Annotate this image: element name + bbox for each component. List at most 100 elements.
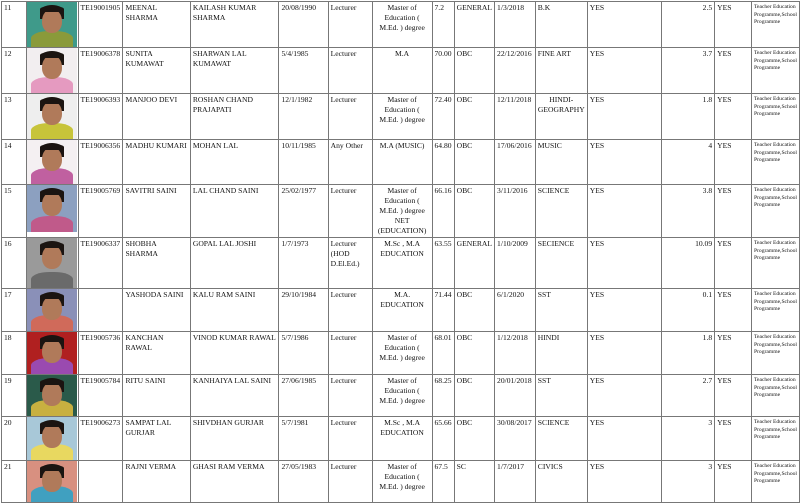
eligibility-status: YES [586,331,663,375]
programme: Teacher Education Programme,School Progr… [750,460,800,503]
programme: Teacher Education Programme,School Progr… [750,237,800,289]
teacher-id: TE19005784 [77,374,124,417]
qualification: Master of Education ( M.Ed. ) degree [371,1,433,48]
eligibility-status: YES [586,93,663,140]
designation: Lecturer [327,374,373,417]
experience-years: 1.8 [675,331,716,375]
photo-cell [25,47,79,94]
serial-number: 14 [1,139,27,185]
staff-photo [27,2,78,47]
eligibility-status: YES [586,184,663,238]
programme: Teacher Education Programme,School Progr… [750,374,800,417]
date-of-birth: 5/7/1986 [278,331,329,375]
designation: Lecturer [327,47,373,94]
father-name: LAL CHAND SAINI [189,184,280,238]
qualification: M.A. EDUCATION [371,288,433,332]
serial-number: 12 [1,47,27,94]
staff-photo [27,461,78,502]
joining-date: 20/01/2018 [494,374,536,417]
spacer [661,374,676,417]
category: OBC [453,288,496,332]
experience-years: 4 [675,139,716,185]
percentage: 68.25 [431,374,455,417]
father-name: MOHAN LAL [189,139,280,185]
designation: Any Other [327,139,373,185]
percentage: 66.16 [431,184,455,238]
designation: Lecturer [327,331,373,375]
experience-years: 3.8 [675,184,716,238]
table-row: 18 TE19005736 KANCHAN RAWAL VINOD KUMAR RAW… [1,331,800,375]
approval-status: YES [714,139,752,185]
teacher-name: SUNITA KUMAWAT [122,47,191,94]
teacher-name: SAVITRI SAINI [122,184,191,238]
teacher-id: TE19006273 [77,416,124,461]
joining-date: 3/11/2016 [494,184,536,238]
designation: Lecturer [327,416,373,461]
eligibility-status: YES [586,47,663,94]
approval-status: YES [714,184,752,238]
approval-status: YES [714,1,752,48]
eligibility-status: YES [586,288,663,332]
father-name: KALU RAM SAINI [189,288,280,332]
date-of-birth: 27/06/1985 [278,374,329,417]
teacher-name: KANCHAN RAWAL [122,331,191,375]
photo-cell [25,139,79,185]
joining-date: 17/06/2016 [494,139,536,185]
serial-number: 16 [1,237,27,289]
designation: Lecturer [327,460,373,503]
qualification: M.A [371,47,433,94]
date-of-birth: 12/1/1982 [278,93,329,140]
staff-photo [27,332,78,374]
qualification: M.Sc , M.A EDUCATION [371,416,433,461]
approval-status: YES [714,416,752,461]
joining-date: 12/11/2018 [494,93,536,140]
joining-date: 22/12/2016 [494,47,536,94]
teacher-name: SHOBHA SHARMA [122,237,191,289]
father-name: GOPAL LAL JOSHI [189,237,280,289]
staff-photo [27,94,78,139]
subject: SCIENCE [534,416,588,461]
father-name: KAILASH KUMAR SHARMA [189,1,280,48]
teacher-name: RAJNI VERMA [122,460,191,503]
percentage: 67.5 [431,460,455,503]
qualification: Master of Education ( M.Ed. ) degree [371,374,433,417]
experience-years: 2.7 [675,374,716,417]
photo-cell [25,374,79,417]
designation: Lecturer (HOD D.El.Ed.) [327,237,373,289]
date-of-birth: 20/08/1990 [278,1,329,48]
teacher-id: TE19001905 [77,1,124,48]
photo-cell [25,1,79,48]
category: OBC [453,47,496,94]
spacer [661,460,676,503]
father-name: ROSHAN CHAND PRAJAPATI [189,93,280,140]
percentage: 64.80 [431,139,455,185]
spacer [661,184,676,238]
subject: HINDI [534,331,588,375]
experience-years: 2.5 [675,1,716,48]
joining-date: 1/10/2009 [494,237,536,289]
spacer [661,93,676,140]
eligibility-status: YES [586,1,663,48]
staff-photo [27,185,78,232]
serial-number: 20 [1,416,27,461]
programme: Teacher Education Programme,School Progr… [750,288,800,332]
staff-photo [27,417,78,460]
spacer [661,139,676,185]
subject: SST [534,374,588,417]
percentage: 7.2 [431,1,455,48]
table-row: 11 TE19001905 MEENAL SHARMA KAILASH KUMAR S… [1,1,800,48]
staff-photo [27,375,78,416]
teacher-name: MADHU KUMARI [122,139,191,185]
programme: Teacher Education Programme,School Progr… [750,416,800,461]
subject: B.K [534,1,588,48]
serial-number: 17 [1,288,27,332]
approval-status: YES [714,47,752,94]
teacher-name: RITU SAINI [122,374,191,417]
category: OBC [453,374,496,417]
percentage: 63.55 [431,237,455,289]
approval-status: YES [714,460,752,503]
qualification: M.Sc , M.A EDUCATION [371,237,433,289]
subject: SCIENCE [534,184,588,238]
spacer [661,237,676,289]
